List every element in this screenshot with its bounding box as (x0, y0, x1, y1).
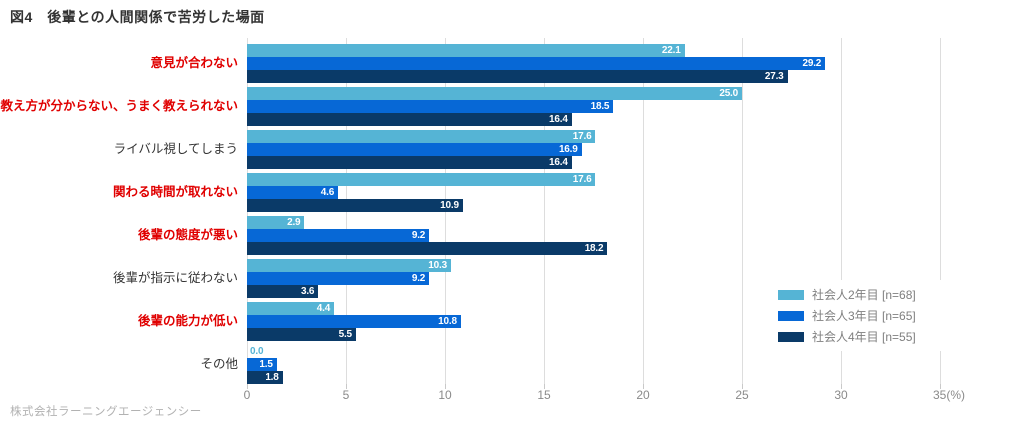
bar-value-label: 4.6 (320, 187, 335, 198)
category-label: 後輩の能力が低い (137, 314, 238, 328)
x-axis-tick-label: 5 (342, 388, 350, 402)
x-axis-tick-label: 0 (243, 388, 251, 402)
axis-tick (643, 384, 644, 389)
bar-value-label: 18.2 (584, 243, 604, 254)
bar-value-label: 5.5 (338, 329, 353, 340)
bar-value-label: 10.9 (440, 200, 459, 211)
legend-label: 社会人3年目 [n=65] (812, 309, 916, 323)
chart-title: 図4 後輩との人間関係で苦労した場面 (10, 9, 265, 25)
bar-value-label: 10.3 (428, 260, 447, 271)
x-axis-tick-label: 35(%) (932, 388, 966, 402)
bar-value-label: 25.0 (719, 88, 738, 99)
bar: 18.5 (247, 100, 614, 113)
bar-value-label: 9.2 (411, 230, 426, 241)
bar: 22.1 (247, 44, 685, 57)
gridline (940, 38, 941, 384)
axis-tick (544, 384, 545, 389)
bar: 3.6 (247, 285, 319, 298)
bar: 17.6 (247, 130, 596, 143)
bar-value-label: 10.8 (438, 316, 457, 327)
bar: 1.5 (247, 358, 277, 371)
bar: 18.2 (247, 242, 608, 255)
axis-tick (841, 384, 842, 389)
category-label: 意見が合わない (150, 56, 238, 70)
bar: 10.3 (247, 259, 451, 272)
bar-value-label: 16.9 (558, 144, 578, 155)
bar-value-label: 18.5 (590, 101, 610, 112)
category-label: 後輩の態度が悪い (137, 228, 238, 242)
bar: 25.0 (247, 87, 742, 100)
legend-item: 社会人2年目 [n=68] (778, 284, 978, 305)
legend-item: 社会人3年目 [n=65] (778, 305, 978, 326)
bar-value-label: 27.3 (764, 71, 784, 82)
bar: 10.9 (247, 199, 463, 212)
bar: 29.2 (247, 57, 826, 70)
bar-value-label: 2.9 (287, 217, 301, 228)
x-axis-tick-label: 25 (735, 388, 749, 402)
bar: 9.2 (247, 229, 430, 242)
category-label: ライバル視してしまう (113, 142, 238, 156)
bar: 27.3 (247, 70, 788, 83)
legend: 社会人2年目 [n=68] 社会人3年目 [n=65] 社会人4年目 [n=55] (768, 280, 978, 351)
category-label: その他 (200, 357, 238, 371)
axis-tick (742, 384, 743, 389)
footer-credit: 株式会社ラーニングエージェンシー (10, 406, 202, 418)
bar-value-label: 1.5 (259, 359, 273, 370)
legend-label: 社会人2年目 [n=68] (812, 288, 916, 302)
bar-value-label: 16.4 (549, 157, 568, 168)
legend-swatch (778, 289, 804, 300)
x-axis-tick-label: 10 (438, 388, 452, 402)
bar: 2.9 (247, 216, 305, 229)
bar: 17.6 (247, 173, 596, 186)
bar: 16.4 (247, 156, 572, 169)
bar-value-label: 16.4 (549, 114, 568, 125)
x-axis-tick-label: 20 (636, 388, 650, 402)
gridline (544, 38, 545, 384)
bar: 16.4 (247, 113, 572, 126)
bar: 1.8 (247, 371, 283, 384)
bar: 5.5 (247, 328, 356, 341)
category-label: 関わる時間が取れない (112, 185, 238, 199)
legend-item: 社会人4年目 [n=55] (778, 326, 978, 347)
gridline (742, 38, 743, 384)
x-axis-tick-label: 30 (834, 388, 848, 402)
legend-swatch (778, 331, 804, 342)
bar-value-label: 29.2 (802, 58, 822, 69)
bar: 9.2 (247, 272, 430, 285)
x-axis-tick-label: 15 (537, 388, 551, 402)
axis-tick (346, 384, 347, 389)
gridline (841, 38, 842, 384)
bar: 4.6 (247, 186, 339, 199)
category-label: 後輩が指示に従わない (112, 271, 238, 285)
legend-swatch (778, 310, 804, 321)
bar-value-label: 17.6 (572, 174, 592, 185)
bar: 4.4 (247, 302, 335, 315)
bar-value-label: 22.1 (661, 45, 681, 56)
axis-tick (247, 384, 248, 389)
bar-value-label: 9.2 (411, 273, 426, 284)
bar: 10.8 (247, 315, 461, 328)
gridline (643, 38, 644, 384)
bar-value-label: 1.8 (265, 372, 279, 383)
category-label: 教え方が分からない、うまく教えられない (0, 99, 238, 113)
bar-value-label: 4.4 (316, 303, 331, 314)
legend-label: 社会人4年目 [n=55] (812, 330, 916, 344)
bar-value-label: 3.6 (300, 286, 315, 297)
bar-value-label: 17.6 (572, 131, 592, 142)
axis-tick (445, 384, 446, 389)
axis-tick (940, 384, 941, 389)
bar-value-label: 0.0 (250, 346, 264, 357)
bar: 16.9 (247, 143, 582, 156)
